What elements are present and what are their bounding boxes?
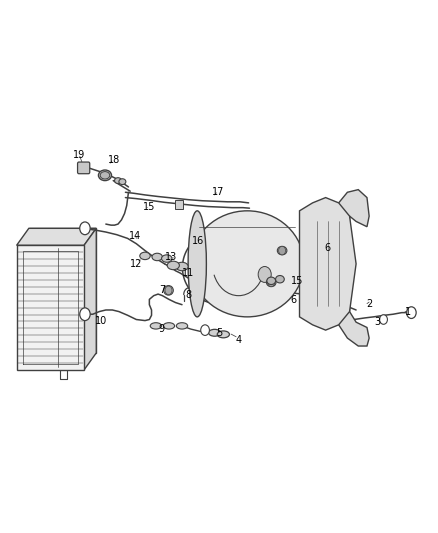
Ellipse shape — [115, 177, 121, 183]
Ellipse shape — [176, 262, 188, 271]
Text: 15: 15 — [291, 276, 304, 286]
Circle shape — [406, 307, 416, 318]
Text: 12: 12 — [130, 259, 142, 269]
Ellipse shape — [188, 211, 206, 317]
Text: 1: 1 — [405, 306, 411, 317]
Ellipse shape — [177, 322, 187, 329]
Text: 3: 3 — [375, 317, 381, 327]
Ellipse shape — [277, 246, 287, 255]
Ellipse shape — [266, 278, 276, 287]
Text: 11: 11 — [182, 268, 194, 278]
Text: 18: 18 — [108, 156, 120, 165]
Circle shape — [268, 278, 275, 287]
Text: 19: 19 — [73, 150, 85, 160]
Polygon shape — [17, 245, 84, 370]
Text: 17: 17 — [212, 187, 224, 197]
Text: 8: 8 — [185, 289, 191, 300]
Ellipse shape — [164, 286, 173, 295]
Text: 7: 7 — [159, 285, 166, 295]
FancyBboxPatch shape — [78, 162, 90, 174]
Ellipse shape — [163, 322, 175, 329]
Ellipse shape — [152, 253, 162, 261]
Ellipse shape — [100, 172, 110, 179]
Text: 16: 16 — [192, 236, 204, 246]
Polygon shape — [339, 190, 369, 346]
Circle shape — [380, 315, 388, 324]
Text: 15: 15 — [143, 202, 155, 212]
Text: 6: 6 — [325, 243, 331, 253]
Text: 14: 14 — [129, 231, 141, 241]
Polygon shape — [17, 228, 96, 245]
Polygon shape — [84, 228, 96, 370]
Ellipse shape — [276, 276, 284, 283]
Text: 6: 6 — [290, 295, 296, 305]
Circle shape — [201, 325, 209, 335]
Ellipse shape — [99, 170, 112, 181]
Text: 10: 10 — [95, 316, 107, 326]
Ellipse shape — [162, 255, 172, 262]
Circle shape — [80, 222, 90, 235]
Text: 13: 13 — [165, 252, 177, 262]
Circle shape — [258, 266, 271, 282]
Polygon shape — [29, 228, 96, 353]
Text: 9: 9 — [159, 324, 165, 334]
Circle shape — [165, 286, 172, 295]
Text: 2: 2 — [366, 298, 372, 309]
Ellipse shape — [267, 277, 276, 285]
Ellipse shape — [191, 211, 304, 317]
Text: 4: 4 — [236, 335, 242, 345]
Ellipse shape — [140, 252, 150, 260]
Bar — [175, 200, 184, 209]
Ellipse shape — [150, 322, 162, 329]
Text: 5: 5 — [216, 328, 222, 338]
Polygon shape — [300, 198, 356, 330]
Circle shape — [279, 246, 286, 255]
Circle shape — [80, 308, 90, 320]
Ellipse shape — [167, 261, 180, 270]
Ellipse shape — [119, 179, 126, 184]
Ellipse shape — [208, 329, 221, 336]
Ellipse shape — [217, 331, 230, 338]
